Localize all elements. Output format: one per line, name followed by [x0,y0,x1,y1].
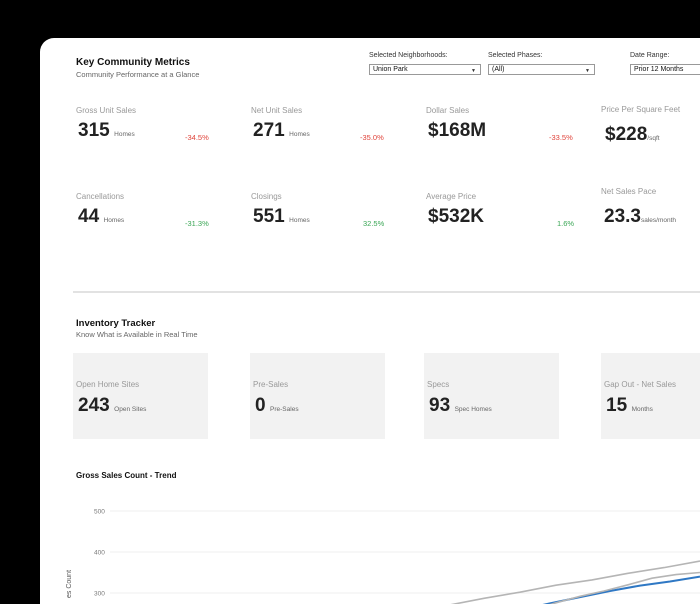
chart-grid [110,510,700,594]
metric-value-group: 315 Homes [78,120,135,142]
page-subtitle: Community Performance at a Glance [76,70,200,79]
metric-value: 551 [253,206,285,227]
metric-value-group: $168M [428,120,486,142]
metric-change: -34.5% [185,133,209,142]
dashboard-screen: Key Community Metrics Community Performa… [40,38,700,604]
metric-label: Net Sales Pace [601,187,657,196]
section-title: Inventory Tracker [76,318,156,329]
y-tick-label: 300 [94,591,105,598]
inventory-card-unit: Spec Homes [454,406,492,413]
series-line [549,571,700,604]
metric-label: Average Price [426,192,477,201]
inventory-card-label: Gap Out - Net Sales [604,380,677,389]
inventory-card-value-group: 243 Open Sites [78,395,146,417]
metric-value-group: $228/sqft [605,124,660,146]
phases-select[interactable]: (All) ▼ [488,64,595,75]
metric-value: $532K [428,206,484,227]
series-line [450,560,700,604]
metric-value: 315 [78,120,110,141]
date-range-filter-label: Date Range: [630,52,670,59]
inventory-card-value: 243 [78,395,110,416]
inventory-card: Pre-Sales 0 Pre-Sales [250,353,385,439]
chevron-down-icon: ▼ [585,68,590,74]
inventory-card: Gap Out - Net Sales 15 Months [601,353,700,439]
series-line [542,575,700,604]
metric-change: 32.5% [363,219,385,228]
metric-label: Cancellations [76,192,125,201]
metric-unit: /sqft [647,135,660,142]
inventory-card-value: 15 [606,395,628,416]
inventory-card-value-group: 93 Spec Homes [429,395,492,417]
metric-change: 1.6% [557,219,575,228]
inventory-card-value: 93 [429,395,451,416]
metric-label: Price Per Square Feet [601,105,681,114]
metric-label: Gross Unit Sales [76,106,137,115]
date-range-select-value: Prior 12 Months [634,66,684,73]
metric-value: $228 [605,124,648,145]
phases-filter-label: Selected Phases: [488,52,543,59]
y-tick-label: 500 [94,509,105,516]
inventory-card: Specs 93 Spec Homes [424,353,559,439]
metric-value: 271 [253,120,285,141]
metric-change: -33.5% [549,133,573,142]
chart-title: Gross Sales Count - Trend [76,471,177,480]
metric-value-group: 271 Homes [253,120,310,142]
metric-value: 44 [78,206,100,227]
inventory-card-label: Open Home Sites [76,380,140,389]
neighborhoods-select[interactable]: Union Park ▼ [369,64,481,75]
y-tick-label: 400 [94,550,105,557]
metric-value-group: 551 Homes [253,206,310,228]
inventory-card-label: Pre-Sales [253,380,289,389]
metric-label: Dollar Sales [426,106,470,115]
inventory-card: Open Home Sites 243 Open Sites [73,353,208,439]
chart-series [450,560,700,604]
y-axis-label: es Count [66,570,73,598]
metric-label: Net Unit Sales [251,106,303,115]
trend-chart: 500 400 300 es Count [66,509,700,604]
inventory-card-unit: Months [631,406,653,413]
inventory-card-value: 0 [255,395,266,416]
y-axis: 500 400 300 [94,509,105,598]
metric-change: -31.3% [185,219,209,228]
metric-value: $168M [428,120,487,141]
section-divider [73,291,700,293]
date-range-select[interactable]: Prior 12 Months [630,64,700,75]
inventory-card-unit: Open Sites [114,406,147,413]
metric-change: -35.0% [360,133,384,142]
inventory-card-label: Specs [427,380,450,389]
inventory-card-unit: Pre-Sales [270,406,299,413]
neighborhoods-select-value: Union Park [373,66,408,73]
page-title: Key Community Metrics [76,57,190,68]
metric-unit: sales/month [640,217,677,224]
metric-unit: Homes [114,131,135,138]
metric-unit: Homes [289,131,310,138]
metric-value-group: 23.3sales/month [604,206,676,228]
inventory-card-value-group: 15 Months [606,395,653,417]
metric-unit: Homes [289,217,310,224]
phases-select-value: (All) [492,66,505,73]
metric-label: Closings [251,192,282,201]
neighborhoods-filter-label: Selected Neighborhoods: [369,52,448,59]
chevron-down-icon: ▼ [471,68,476,74]
metric-value-group: 44 Homes [78,206,124,228]
section-subtitle: Know What is Available in Real Time [76,330,198,339]
metric-value-group: $532K [428,206,484,228]
metric-unit: Homes [103,217,125,224]
metric-value: 23.3 [604,206,641,227]
inventory-card-value-group: 0 Pre-Sales [255,395,299,417]
